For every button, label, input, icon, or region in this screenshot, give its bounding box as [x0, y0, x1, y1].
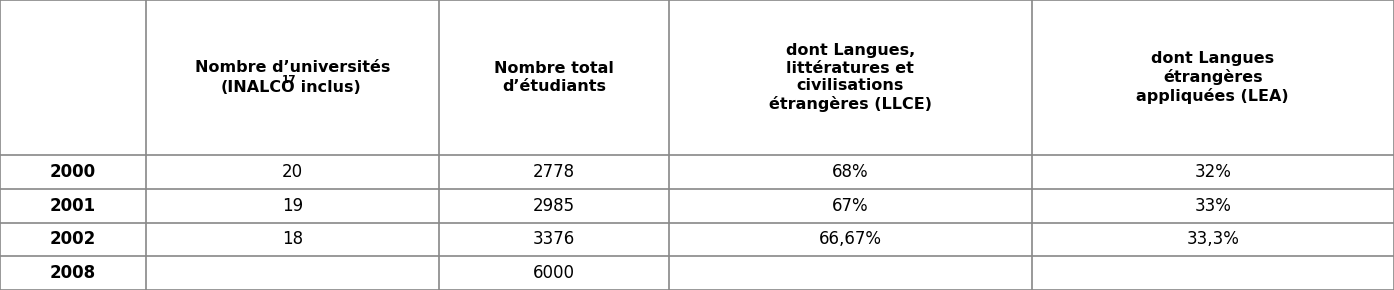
Text: 67%: 67% [832, 197, 868, 215]
Text: 6000: 6000 [533, 264, 576, 282]
Text: 2778: 2778 [533, 163, 576, 181]
Text: 2985: 2985 [533, 197, 576, 215]
Text: 33%: 33% [1195, 197, 1231, 215]
Text: 2001: 2001 [50, 197, 96, 215]
Text: 3376: 3376 [533, 231, 576, 249]
Text: dont Langues
étrangères
appliquées (LEA): dont Langues étrangères appliquées (LEA) [1136, 52, 1289, 104]
Text: 66,67%: 66,67% [818, 231, 882, 249]
Text: 17: 17 [282, 75, 297, 85]
Text: 2000: 2000 [50, 163, 96, 181]
Text: (INALCO: (INALCO [220, 80, 296, 95]
Text: 2008: 2008 [50, 264, 96, 282]
Text: 33,3%: 33,3% [1186, 231, 1239, 249]
Text: 18: 18 [282, 231, 304, 249]
Text: 2002: 2002 [50, 231, 96, 249]
Text: 32%: 32% [1195, 163, 1231, 181]
Text: Nombre d’universités: Nombre d’universités [195, 60, 390, 75]
Text: 19: 19 [282, 197, 304, 215]
Text: inclus): inclus) [296, 80, 361, 95]
Text: 20: 20 [282, 163, 304, 181]
Text: Nombre total
d’étudiants: Nombre total d’étudiants [495, 61, 613, 94]
Text: dont Langues,
littératures et
civilisations
étrangères (LLCE): dont Langues, littératures et civilisati… [769, 44, 931, 112]
Text: 68%: 68% [832, 163, 868, 181]
